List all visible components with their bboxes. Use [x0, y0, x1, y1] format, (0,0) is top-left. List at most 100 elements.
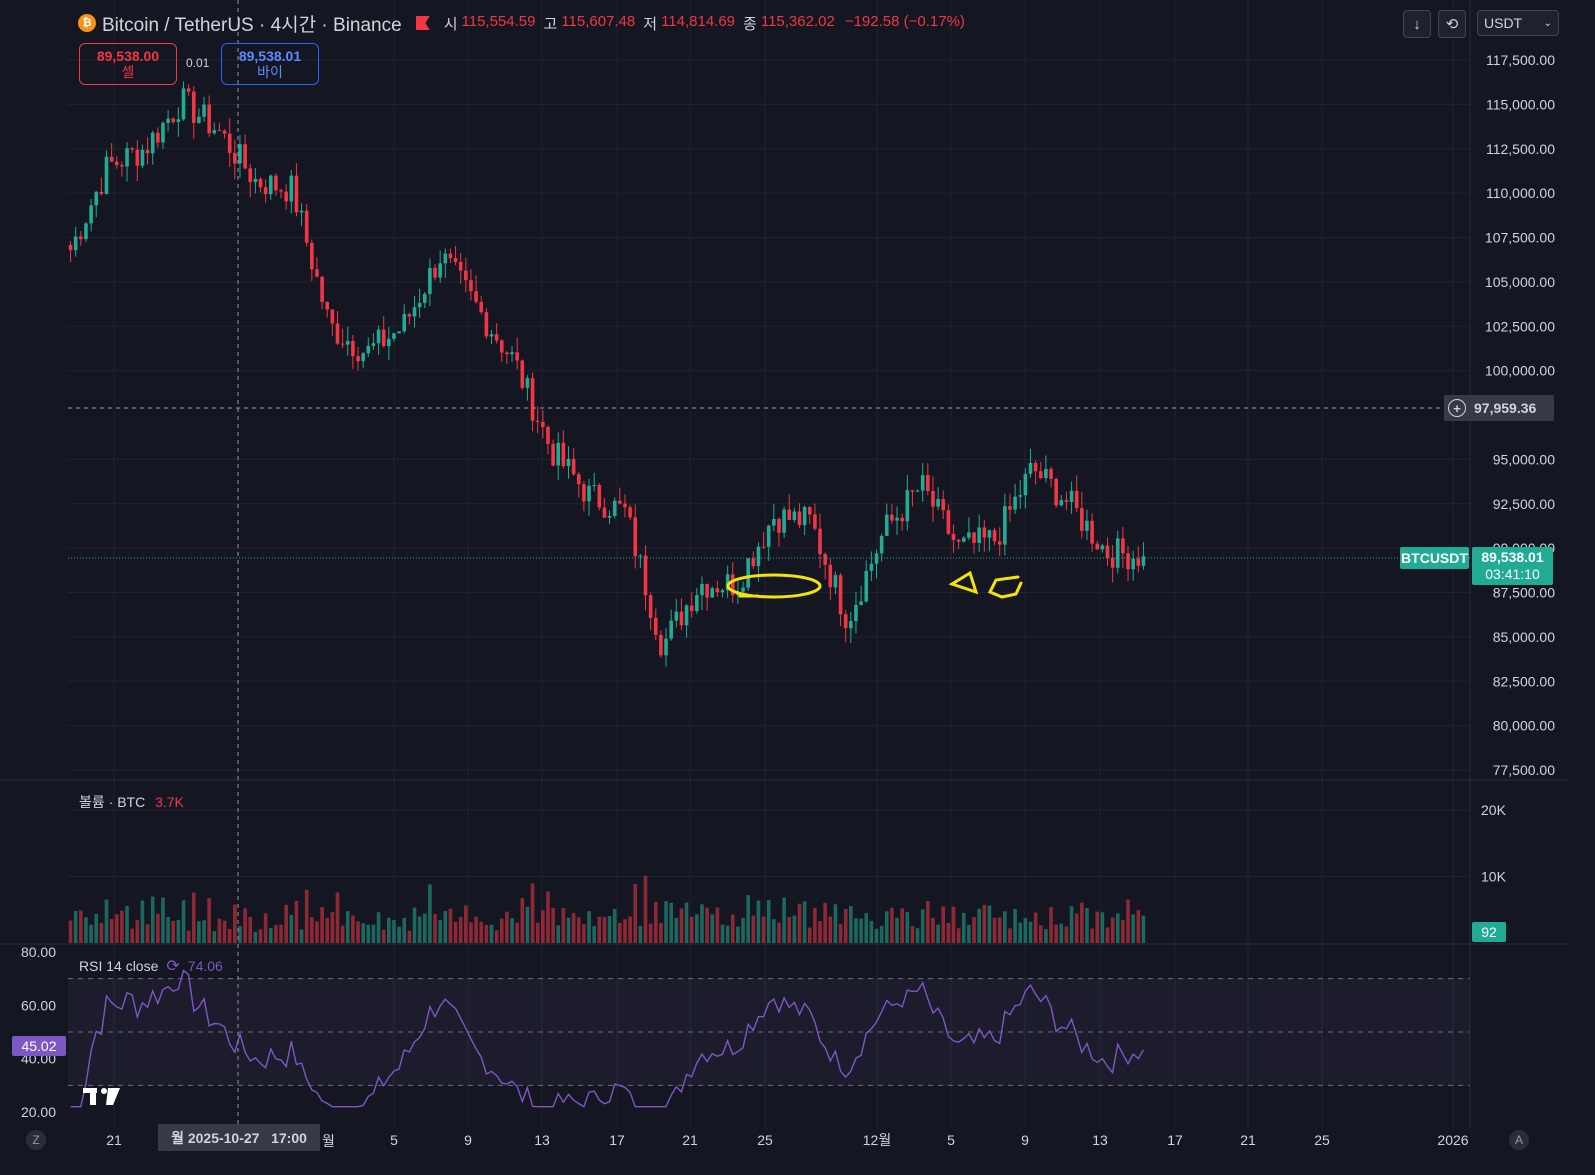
candle-body — [556, 442, 561, 466]
volume-bar — [833, 904, 838, 943]
plus-circle-icon[interactable]: + — [1448, 399, 1466, 417]
volume-bar — [1131, 914, 1135, 943]
candle-body — [1028, 462, 1033, 474]
candle-body — [207, 104, 211, 134]
volume-tick-label: 10K — [1481, 868, 1507, 884]
currency-select[interactable]: USDT ⌄ — [1477, 10, 1559, 36]
volume-bar — [648, 923, 653, 943]
candle-body — [94, 191, 99, 206]
candle-body — [233, 152, 237, 164]
volume-bar — [1126, 899, 1130, 943]
volume-bar — [186, 930, 191, 943]
volume-bar — [859, 918, 863, 943]
volume-bar — [741, 917, 745, 943]
candle-body — [849, 621, 853, 629]
annotation-triangle[interactable] — [948, 570, 979, 595]
candle-body — [1121, 538, 1125, 554]
volume-bar — [1059, 923, 1064, 943]
candle-body — [926, 475, 930, 492]
candle-body — [992, 530, 997, 542]
volume-bar — [530, 883, 535, 943]
volume-bar — [710, 914, 715, 943]
volume-bar — [325, 918, 330, 943]
candle-body — [972, 532, 976, 543]
volume-bar — [1003, 911, 1007, 943]
annotation-ellipse[interactable] — [726, 573, 822, 599]
currency-value: USDT — [1484, 15, 1523, 31]
volume-bar — [289, 914, 294, 943]
price-axis[interactable]: 117,500.00 115,000.00 112,500.00 110,000.00… — [1485, 52, 1555, 778]
volume-bar — [484, 924, 489, 943]
volume-bar — [376, 912, 381, 943]
sell-button[interactable]: 89,538.00 셀 — [79, 43, 177, 85]
buy-button[interactable]: 89,538.01 바이 — [221, 43, 319, 85]
time-tick-label: 9 — [1021, 1132, 1029, 1148]
candle-body — [941, 499, 946, 511]
z-button[interactable]: Z — [26, 1130, 46, 1150]
candle-body — [340, 343, 345, 345]
annotation-shape[interactable] — [987, 575, 1023, 599]
candle-body — [268, 175, 273, 195]
volume-bar — [982, 904, 987, 943]
volume-bar — [705, 907, 709, 943]
candle-body — [797, 511, 802, 526]
download-button[interactable]: ↓ — [1403, 10, 1431, 38]
volume-bar — [684, 902, 689, 943]
volume-bar — [890, 907, 894, 943]
candle-body — [648, 595, 653, 618]
volume-bar — [905, 912, 910, 943]
volume-bar — [972, 917, 976, 943]
volume-bar — [79, 910, 83, 943]
last-price-value: 89,538.01 — [1481, 549, 1544, 565]
time-axis[interactable]: 21 5 9 13 17 21 25 12월 5 9 13 17 21 25 2026 — [106, 1132, 1469, 1148]
volume-bar — [638, 925, 643, 943]
candle-body — [828, 564, 833, 588]
candle-body — [1018, 495, 1023, 497]
candle-body — [73, 236, 78, 251]
volume-bar — [813, 907, 817, 943]
candle-body — [792, 511, 797, 520]
candle-body — [607, 516, 612, 518]
ohlc-values: 시 115,554.59 고 115,607.48 저 114,814.69 종 115… — [444, 13, 965, 34]
candle-body — [274, 175, 278, 191]
rsi-label: RSI 14 close — [79, 958, 159, 974]
order-size[interactable]: 0.01 — [186, 56, 210, 70]
download-icon: ↓ — [1413, 15, 1421, 33]
drawing-annotations[interactable] — [726, 570, 1023, 599]
volume-bar — [879, 926, 884, 943]
volume-bar — [397, 926, 401, 943]
symbol-legend[interactable]: ₿ Bitcoin / TetherUS · 4시간 · Binance 시 11… — [78, 10, 965, 36]
candle-body — [79, 236, 83, 240]
a-button[interactable]: A — [1509, 1130, 1529, 1150]
refresh-button[interactable]: ⟲ — [1438, 10, 1466, 38]
volume-bar — [1054, 924, 1058, 943]
volume-bar — [1110, 917, 1115, 943]
a-button-label: A — [1514, 1133, 1523, 1147]
open-value: 115,554.59 — [461, 12, 536, 30]
rsi-legend[interactable]: RSI 14 close ⟳ 74.06 — [79, 956, 223, 976]
high-value: 115,607.48 — [561, 12, 636, 30]
candle-body — [294, 175, 299, 213]
volume-bar — [1023, 918, 1028, 943]
flag-icon[interactable] — [415, 16, 430, 30]
volume-bar — [166, 916, 170, 943]
volume-bar — [1090, 928, 1094, 943]
candle-body — [335, 323, 340, 344]
candle-body — [443, 253, 448, 264]
candle-body — [1044, 468, 1048, 479]
volume-bar — [222, 920, 227, 943]
candle-body — [961, 537, 966, 542]
candle-body — [217, 130, 222, 132]
candle-body — [751, 558, 756, 567]
volume-bar — [772, 919, 776, 943]
candle-body — [114, 161, 119, 165]
volume-bar — [515, 922, 519, 943]
volume-legend[interactable]: 볼륨 · BTC 3.7K — [79, 792, 184, 812]
candle-body — [356, 356, 360, 362]
candlesticks[interactable] — [68, 81, 1146, 667]
time-tick-label: 5 — [947, 1132, 955, 1148]
volume-bar — [217, 918, 222, 943]
symbol-title[interactable]: Bitcoin / TetherUS · 4시간 · Binance — [102, 14, 402, 36]
volume-bar — [73, 910, 78, 943]
